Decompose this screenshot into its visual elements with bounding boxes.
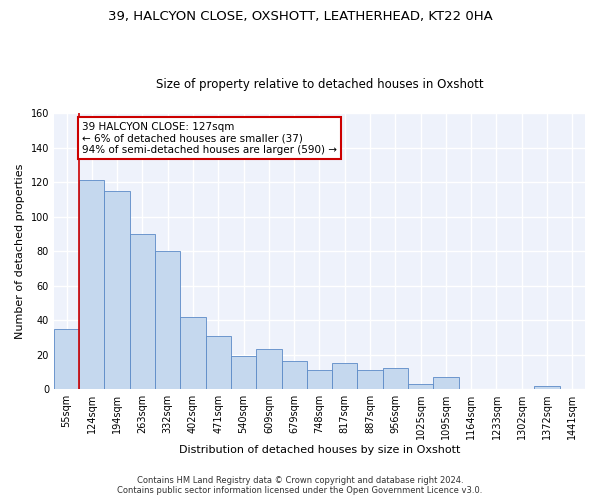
Text: Contains HM Land Registry data © Crown copyright and database right 2024.
Contai: Contains HM Land Registry data © Crown c… (118, 476, 482, 495)
Bar (206, 336, 231, 389)
Bar (358, 370, 383, 389)
Bar (383, 368, 408, 389)
Bar (181, 316, 206, 389)
Bar (433, 377, 458, 389)
Title: Size of property relative to detached houses in Oxshott: Size of property relative to detached ho… (155, 78, 483, 91)
X-axis label: Distribution of detached houses by size in Oxshott: Distribution of detached houses by size … (179, 445, 460, 455)
Bar (104, 190, 130, 389)
Y-axis label: Number of detached properties: Number of detached properties (15, 164, 25, 338)
Bar (307, 370, 332, 389)
Bar (535, 386, 560, 389)
Bar (281, 362, 307, 389)
Bar (79, 180, 104, 389)
Bar (332, 363, 358, 389)
Bar (231, 356, 256, 389)
Bar (130, 234, 155, 389)
Bar (155, 251, 181, 389)
Bar (256, 350, 281, 389)
Bar (54, 328, 79, 389)
Bar (408, 384, 433, 389)
Text: 39 HALCYON CLOSE: 127sqm
← 6% of detached houses are smaller (37)
94% of semi-de: 39 HALCYON CLOSE: 127sqm ← 6% of detache… (82, 122, 337, 155)
Text: 39, HALCYON CLOSE, OXSHOTT, LEATHERHEAD, KT22 0HA: 39, HALCYON CLOSE, OXSHOTT, LEATHERHEAD,… (107, 10, 493, 23)
